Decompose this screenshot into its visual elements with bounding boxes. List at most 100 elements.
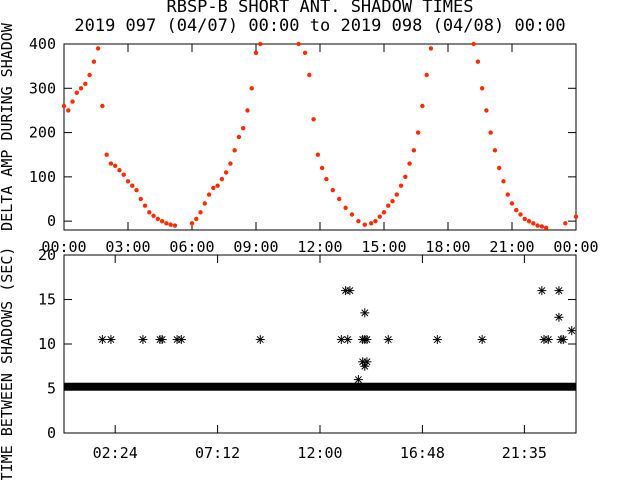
data-point (415, 130, 421, 135)
data-point (420, 103, 425, 109)
data-point (258, 41, 263, 47)
data-point (249, 86, 254, 91)
data-point (537, 286, 547, 296)
data-point (61, 103, 67, 109)
data-point (245, 108, 250, 113)
data-point (198, 210, 203, 215)
data-point (424, 72, 429, 78)
data-point (345, 286, 355, 296)
x-tick-label: 21:35 (502, 444, 547, 462)
data-point (330, 187, 335, 193)
plot-frame (63, 254, 577, 434)
data-point (356, 218, 361, 224)
data-point (360, 308, 370, 318)
data-point (311, 117, 316, 122)
data-point (97, 335, 107, 345)
data-point (432, 335, 442, 345)
data-point (518, 212, 523, 217)
data-point (253, 50, 259, 56)
x-tick-label: 12:00 (297, 444, 342, 462)
data-point (66, 108, 71, 113)
data-point (202, 201, 207, 206)
data-point (386, 203, 391, 208)
data-point (492, 148, 498, 153)
data-point (74, 90, 80, 95)
x-tick-label: 06:00 (169, 238, 214, 256)
data-point (353, 375, 363, 385)
data-point (113, 163, 118, 168)
data-point (125, 179, 131, 184)
data-point (501, 179, 506, 184)
data-point (223, 170, 229, 175)
data-point (573, 214, 579, 219)
data-point (134, 187, 139, 193)
data-point (95, 46, 101, 51)
data-point (189, 221, 195, 226)
data-point (108, 161, 114, 166)
y-tick-label: 5 (47, 380, 56, 398)
delta-amp-panel: 00:00 03:00 06:00 09:00 12:00 15:00 18:00 21:00… (0, 22, 599, 256)
data-point (497, 165, 502, 171)
data-point (471, 41, 476, 47)
data-point (505, 192, 510, 197)
data-point (324, 176, 329, 182)
data-point (484, 108, 489, 113)
data-point (91, 59, 97, 64)
x-tick-label: 03:00 (105, 238, 150, 256)
data-point (255, 335, 265, 345)
data-point (373, 218, 378, 224)
data-point (509, 201, 515, 206)
data-point (106, 335, 116, 345)
y-tick-label: 300 (29, 79, 56, 97)
data-point (172, 223, 178, 228)
y-tick-label: 15 (38, 291, 56, 309)
data-point (403, 174, 408, 180)
data-point (554, 312, 564, 322)
data-point (100, 103, 105, 109)
data-point (138, 196, 143, 202)
data-point (514, 207, 519, 213)
data-point (539, 224, 545, 229)
data-point (194, 216, 199, 222)
data-point (362, 357, 372, 367)
data-point (206, 192, 212, 197)
x-tick-label: 00:00 (553, 238, 598, 256)
data-point (296, 41, 301, 47)
y-tick-label: 10 (38, 335, 56, 353)
data-point (219, 176, 225, 182)
data-point (479, 86, 485, 91)
data-point (362, 335, 372, 345)
data-point (302, 50, 308, 56)
baseline-band (64, 382, 576, 391)
data-point (121, 172, 126, 177)
data-point (228, 161, 233, 166)
data-point (394, 192, 399, 197)
data-point (381, 210, 387, 215)
chart-subtitle: 2019 097 (04/07) 00:00 to 2019 098 (04/0… (74, 16, 565, 36)
data-point (307, 72, 312, 78)
data-point (147, 210, 152, 215)
data-point (236, 134, 242, 140)
x-tick-label: 16:48 (400, 444, 445, 462)
data-point (130, 183, 135, 188)
data-point (241, 125, 246, 131)
data-point (78, 86, 84, 91)
data-point (531, 221, 536, 226)
y-tick-label: 400 (29, 35, 56, 53)
data-point (117, 168, 122, 173)
data-point (315, 152, 321, 157)
data-point (87, 72, 92, 78)
data-point (155, 216, 161, 222)
data-point (159, 218, 165, 224)
data-point (138, 335, 148, 345)
data-point (558, 335, 568, 345)
y-axis-label: TIME BETWEEN SHADOWS (SEC) (0, 247, 16, 480)
x-tick-label: 07:12 (195, 444, 240, 462)
x-tick-label: 02:24 (93, 444, 138, 462)
x-tick-label: 15:00 (361, 238, 406, 256)
x-tick-label: 21:00 (489, 238, 534, 256)
data-point (554, 286, 564, 296)
data-point (377, 214, 382, 219)
y-tick-label: 0 (47, 212, 56, 230)
